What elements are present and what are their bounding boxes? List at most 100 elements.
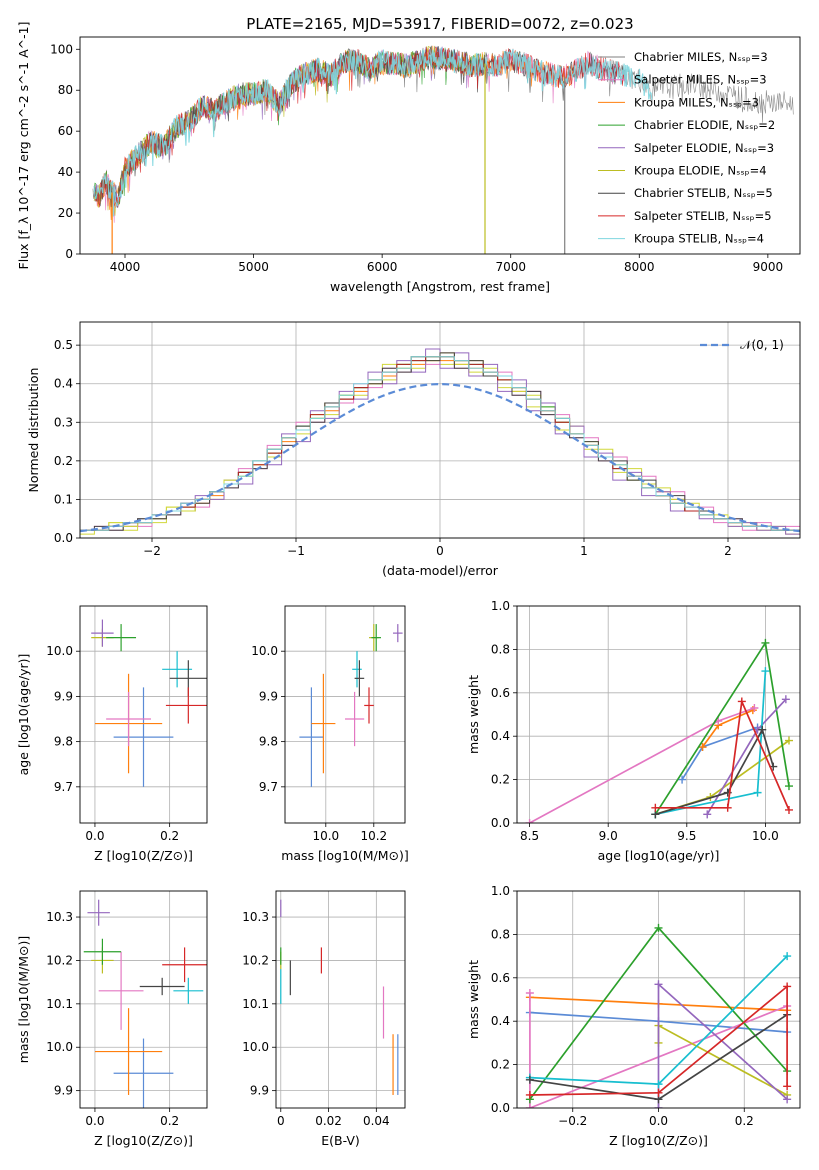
plot-area bbox=[280, 899, 399, 1095]
y-axis-label: mass weight bbox=[466, 960, 481, 1039]
y-tick-label: 0.8 bbox=[491, 927, 510, 941]
weight-marker bbox=[678, 775, 687, 784]
x-tick-label: −2 bbox=[143, 544, 161, 558]
plot-area bbox=[80, 348, 800, 538]
errorbar-point bbox=[345, 691, 365, 747]
weight-series-line bbox=[655, 727, 775, 816]
legend-entry: Chabrier MILES, Nₛₛₚ=3 bbox=[634, 50, 768, 64]
errorbar-point bbox=[352, 651, 362, 688]
weight-marker bbox=[654, 1088, 663, 1097]
x-tick-label: 6000 bbox=[367, 260, 398, 274]
weight-marker bbox=[525, 819, 534, 823]
legend-entry: Chabrier STELIB, Nₛₛₚ=5 bbox=[634, 186, 773, 200]
weight-marker bbox=[781, 695, 790, 704]
plot-area bbox=[525, 638, 793, 823]
weight-marker bbox=[654, 923, 663, 932]
weight-marker bbox=[758, 725, 767, 734]
plot-area bbox=[525, 923, 792, 1108]
x-tick-label: 7000 bbox=[495, 260, 526, 274]
weight-series-line bbox=[655, 698, 790, 811]
plot-area bbox=[91, 619, 207, 787]
weight-marker bbox=[654, 980, 663, 989]
y-tick-label: 9.9 bbox=[259, 689, 278, 703]
errorbar-point bbox=[162, 947, 207, 983]
weight-marker bbox=[654, 1080, 663, 1089]
histogram-series bbox=[80, 348, 800, 538]
x-axis-label: Z [log10(Z/Z⊙)] bbox=[94, 1133, 193, 1148]
y-axis-label: Normed distribution bbox=[26, 368, 41, 493]
y-tick-label: 0.2 bbox=[491, 773, 510, 787]
x-axis-label: mass [log10(M/M⊙)] bbox=[281, 848, 409, 863]
legend: Chabrier MILES, Nₛₛₚ=3 Salpeter MILES, Nₛ… bbox=[598, 50, 775, 246]
legend-entry: Kroupa MILES, Nₛₛₚ=3 bbox=[634, 95, 759, 109]
spectrum-line bbox=[93, 47, 485, 205]
errorbar-point bbox=[393, 624, 403, 643]
weight-marker bbox=[698, 743, 707, 752]
errorbar-point bbox=[173, 977, 204, 1004]
legend-entry: Chabrier ELODIE, Nₛₛₚ=2 bbox=[634, 118, 775, 132]
y-axis-label: mass [log10(M/M⊙)] bbox=[16, 936, 31, 1064]
y-tick-label: 10.3 bbox=[46, 910, 73, 924]
weight-marker bbox=[654, 1104, 663, 1108]
y-tick-label: 0.0 bbox=[54, 531, 73, 545]
chart-mass_vs_EBV: 0 0.02 0.04 9.9 10.0 10.1 10.2 10.3 E(B-V) bbox=[242, 890, 406, 1148]
legend-entry: Kroupa ELODIE, Nₛₛₚ=4 bbox=[634, 164, 767, 178]
y-tick-label: 0.4 bbox=[491, 1014, 510, 1028]
x-axis-label: wavelength [Angstrom, rest frame] bbox=[330, 279, 550, 294]
x-tick-label: 10.0 bbox=[312, 829, 339, 843]
x-tick-label: 0.0 bbox=[85, 829, 104, 843]
y-tick-label: 9.7 bbox=[54, 780, 73, 794]
axes-frame bbox=[516, 605, 801, 824]
y-tick-label: 80 bbox=[58, 83, 73, 97]
x-tick-label: 0.2 bbox=[735, 1114, 754, 1128]
errorbar-point bbox=[94, 1008, 163, 1095]
x-axis-label: age [log10(age/yr)] bbox=[598, 848, 720, 863]
chart-age_vs_Z: 0.0 0.2 9.7 9.8 9.9 10.0 Z [log10(Z/Z⊙)] age [l… bbox=[16, 605, 208, 863]
errorbar-point bbox=[371, 624, 381, 652]
axes-frame bbox=[275, 890, 406, 1109]
weight-marker bbox=[761, 638, 770, 647]
y-tick-label: 10.2 bbox=[242, 953, 269, 967]
legend-entry: Salpeter STELIB, Nₛₛₚ=5 bbox=[634, 209, 772, 223]
y-tick-label: 10.0 bbox=[251, 644, 278, 658]
y-axis-label: age [log10(age/yr)] bbox=[16, 654, 31, 776]
errorbar-point bbox=[87, 899, 110, 926]
x-tick-label: 0 bbox=[277, 1114, 285, 1128]
y-tick-label: 60 bbox=[58, 124, 73, 138]
chart-weight_vs_age: 8.5 9.0 9.5 10.0 0.0 0.2 0.4 0.6 0.8 1.0 age [log1… bbox=[466, 599, 801, 863]
x-tick-label: 2 bbox=[724, 544, 732, 558]
x-tick-label: 4000 bbox=[110, 260, 141, 274]
legend-entry: Salpeter MILES, Nₛₛₚ=3 bbox=[634, 73, 767, 87]
errorbar-point bbox=[106, 691, 151, 747]
chart-mass_vs_Z: 0.0 0.2 9.9 10.0 10.1 10.2 10.3 Z [log10(Z/Z⊙)]… bbox=[16, 890, 208, 1148]
errorbar-point bbox=[113, 687, 174, 787]
y-tick-label: 9.8 bbox=[259, 735, 278, 749]
weight-series-line bbox=[657, 1024, 788, 1096]
x-tick-label: 8.5 bbox=[520, 829, 539, 843]
axes-frame bbox=[79, 321, 801, 539]
plot-area bbox=[83, 899, 207, 1108]
y-tick-label: 0.8 bbox=[491, 642, 510, 656]
axes-frame bbox=[79, 36, 801, 255]
y-axis-label: Flux [f_λ 10^-17 erg cm^-2 s^-1 A^-1] bbox=[16, 22, 31, 270]
x-tick-label: 0.04 bbox=[363, 1114, 390, 1128]
weight-marker bbox=[783, 982, 792, 991]
y-tick-label: 10.0 bbox=[46, 1040, 73, 1054]
x-tick-label: 1 bbox=[580, 544, 588, 558]
grid bbox=[276, 891, 405, 1108]
chart-weight_vs_Z: −0.2 0.0 0.2 0.0 0.2 0.4 0.6 0.8 1.0 Z [log10(Z/Z… bbox=[466, 884, 801, 1148]
y-tick-label: 0.0 bbox=[491, 1101, 510, 1115]
y-tick-label: 0.5 bbox=[54, 338, 73, 352]
weight-marker bbox=[784, 782, 793, 791]
y-tick-label: 10.2 bbox=[46, 953, 73, 967]
errorbar-point bbox=[98, 951, 144, 1030]
errorbar-point bbox=[91, 619, 114, 647]
errorbar-point bbox=[106, 624, 137, 652]
x-tick-label: 0.02 bbox=[315, 1114, 342, 1128]
weight-marker bbox=[761, 667, 770, 676]
errorbar-point bbox=[354, 660, 365, 697]
weight-marker bbox=[750, 703, 759, 712]
x-axis-label: Z [log10(Z/Z⊙)] bbox=[609, 1133, 708, 1148]
figure-title: PLATE=2165, MJD=53917, FIBERID=0072, z=0… bbox=[246, 15, 633, 33]
y-tick-label: 10.3 bbox=[242, 910, 269, 924]
